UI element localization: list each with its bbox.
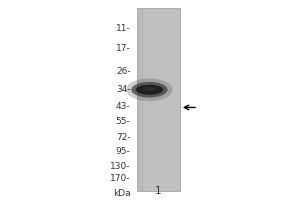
Bar [136,8,180,191]
Ellipse shape [126,78,173,101]
Text: 55-: 55- [116,117,130,126]
Text: 170-: 170- [110,174,130,183]
Text: 130-: 130- [110,162,130,171]
Text: 34-: 34- [116,85,130,94]
Bar [136,8,144,191]
Ellipse shape [131,82,167,98]
Text: 11-: 11- [116,24,130,33]
Text: 17-: 17- [116,44,130,53]
Text: 72-: 72- [116,133,130,142]
Text: 1: 1 [155,186,162,196]
Text: 26-: 26- [116,67,130,76]
Ellipse shape [136,85,163,95]
Text: 95-: 95- [116,147,130,156]
Text: 43-: 43- [116,102,130,111]
Ellipse shape [143,87,155,91]
Text: kDa: kDa [113,189,130,198]
